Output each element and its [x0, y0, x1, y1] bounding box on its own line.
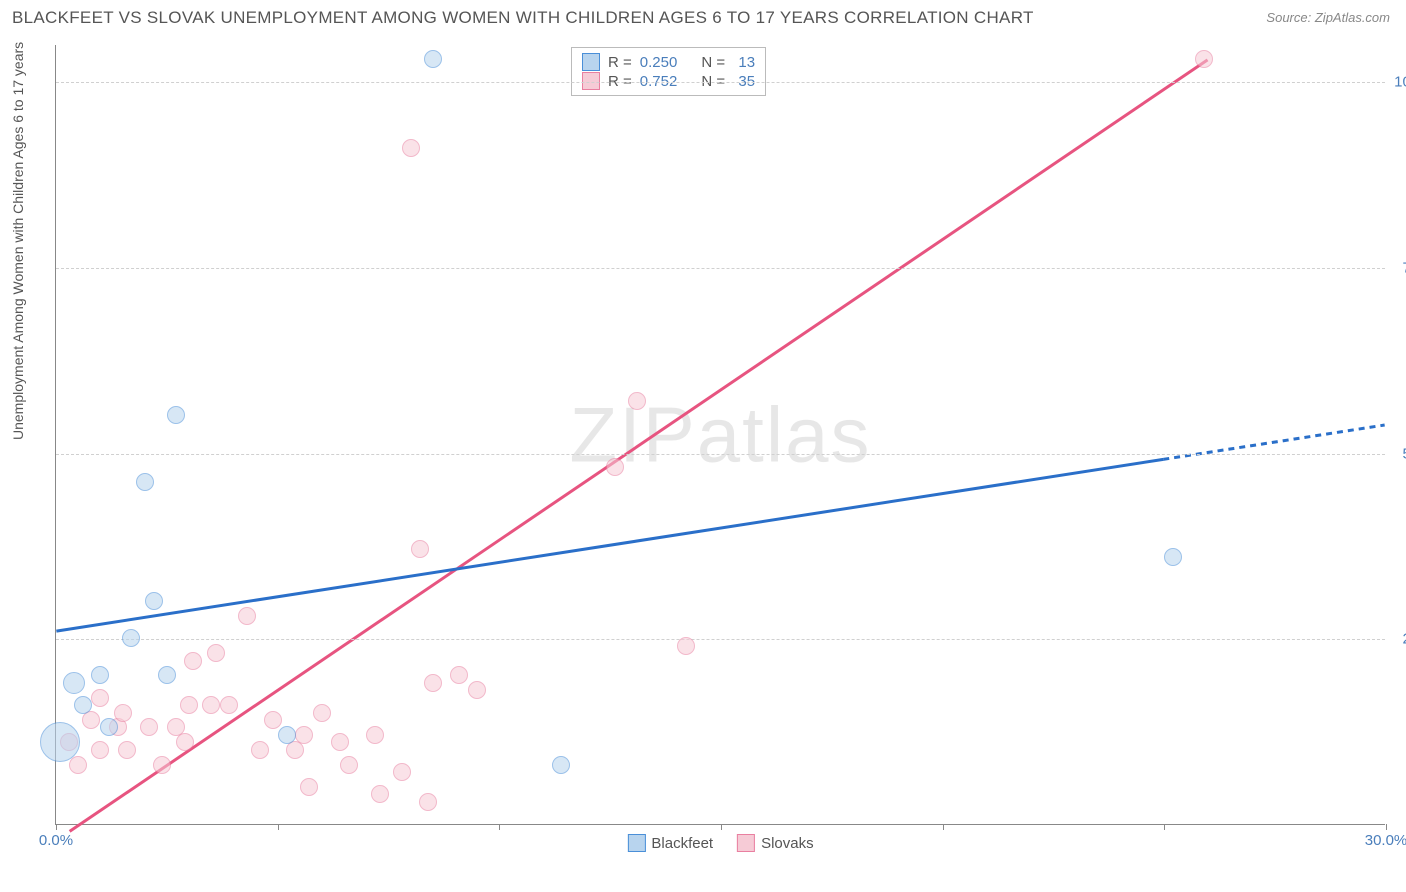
- point-blackfeet: [40, 722, 80, 762]
- point-slovaks: [313, 704, 331, 722]
- x-tick-label: 0.0%: [39, 832, 73, 849]
- chart-title: BLACKFEET VS SLOVAK UNEMPLOYMENT AMONG W…: [12, 8, 1034, 28]
- legend-label-slovaks: Slovaks: [761, 835, 814, 852]
- point-blackfeet: [100, 718, 118, 736]
- r-label: R =: [608, 54, 632, 71]
- point-slovaks: [677, 637, 695, 655]
- point-blackfeet: [158, 666, 176, 684]
- point-slovaks: [411, 540, 429, 558]
- point-slovaks: [295, 726, 313, 744]
- swatch-blackfeet: [627, 834, 645, 852]
- n-label: N =: [701, 54, 725, 71]
- point-blackfeet: [63, 672, 85, 694]
- series-legend: Blackfeet Slovaks: [627, 834, 813, 852]
- point-slovaks: [114, 704, 132, 722]
- point-slovaks: [251, 741, 269, 759]
- r-value-blackfeet: 0.250: [640, 54, 678, 71]
- r-label: R =: [608, 73, 632, 90]
- point-blackfeet: [74, 696, 92, 714]
- y-axis-label: Unemployment Among Women with Children A…: [10, 42, 26, 440]
- point-slovaks: [300, 778, 318, 796]
- point-slovaks: [207, 644, 225, 662]
- point-slovaks: [402, 139, 420, 157]
- point-slovaks: [91, 741, 109, 759]
- x-tick: [1386, 824, 1387, 830]
- point-blackfeet: [136, 473, 154, 491]
- n-label: N =: [701, 73, 725, 90]
- point-blackfeet: [145, 592, 163, 610]
- legend-item-blackfeet: Blackfeet: [627, 834, 713, 852]
- point-slovaks: [366, 726, 384, 744]
- point-slovaks: [450, 666, 468, 684]
- legend-row-blackfeet: R = 0.250 N = 13: [582, 53, 755, 71]
- point-slovaks: [176, 733, 194, 751]
- point-blackfeet: [91, 666, 109, 684]
- plot-area: ZIPatlas R = 0.250 N = 13 R = 0.752 N = …: [55, 45, 1385, 825]
- point-slovaks: [419, 793, 437, 811]
- point-slovaks: [238, 607, 256, 625]
- point-slovaks: [393, 763, 411, 781]
- point-slovaks: [371, 785, 389, 803]
- point-blackfeet: [278, 726, 296, 744]
- point-slovaks: [606, 458, 624, 476]
- y-tick-label: 75.0%: [1402, 259, 1406, 276]
- point-slovaks: [1195, 50, 1213, 68]
- source-name: ZipAtlas.com: [1315, 10, 1390, 25]
- x-tick: [1164, 824, 1165, 830]
- x-tick: [56, 824, 57, 830]
- x-tick-label: 30.0%: [1365, 832, 1406, 849]
- y-tick-label: 100.0%: [1394, 74, 1406, 91]
- gridline-h: [56, 82, 1385, 83]
- r-value-slovaks: 0.752: [640, 73, 678, 90]
- point-slovaks: [180, 696, 198, 714]
- swatch-slovaks: [737, 834, 755, 852]
- y-tick-label: 25.0%: [1402, 631, 1406, 648]
- point-blackfeet: [1164, 548, 1182, 566]
- legend-row-slovaks: R = 0.752 N = 35: [582, 72, 755, 90]
- gridline-h: [56, 454, 1385, 455]
- source-label: Source:: [1266, 10, 1311, 25]
- point-slovaks: [628, 392, 646, 410]
- point-slovaks: [424, 674, 442, 692]
- source-attribution: Source: ZipAtlas.com: [1266, 10, 1390, 25]
- swatch-blackfeet: [582, 53, 600, 71]
- x-tick: [943, 824, 944, 830]
- trend-line: [56, 459, 1163, 631]
- point-slovaks: [264, 711, 282, 729]
- point-slovaks: [331, 733, 349, 751]
- point-blackfeet: [167, 406, 185, 424]
- x-tick: [499, 824, 500, 830]
- point-slovaks: [202, 696, 220, 714]
- correlation-legend: R = 0.250 N = 13 R = 0.752 N = 35: [571, 47, 766, 96]
- trend-line: [70, 60, 1208, 832]
- point-blackfeet: [552, 756, 570, 774]
- y-tick-label: 50.0%: [1402, 445, 1406, 462]
- point-slovaks: [153, 756, 171, 774]
- point-blackfeet: [424, 50, 442, 68]
- swatch-slovaks: [582, 72, 600, 90]
- n-value-slovaks: 35: [733, 73, 755, 90]
- trend-lines-layer: [56, 45, 1385, 824]
- point-slovaks: [184, 652, 202, 670]
- point-slovaks: [340, 756, 358, 774]
- x-tick: [278, 824, 279, 830]
- n-value-blackfeet: 13: [733, 54, 755, 71]
- point-slovaks: [118, 741, 136, 759]
- point-slovaks: [140, 718, 158, 736]
- point-slovaks: [468, 681, 486, 699]
- point-blackfeet: [122, 629, 140, 647]
- legend-item-slovaks: Slovaks: [737, 834, 814, 852]
- point-slovaks: [220, 696, 238, 714]
- gridline-h: [56, 268, 1385, 269]
- legend-label-blackfeet: Blackfeet: [651, 835, 713, 852]
- x-tick: [721, 824, 722, 830]
- point-slovaks: [91, 689, 109, 707]
- gridline-h: [56, 639, 1385, 640]
